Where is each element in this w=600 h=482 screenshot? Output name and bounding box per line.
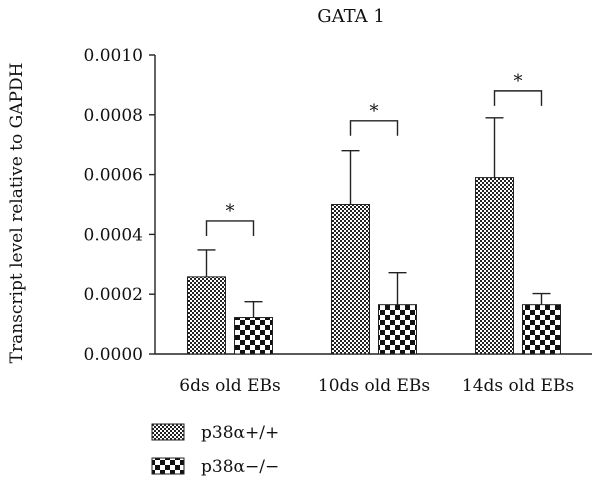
bar — [378, 304, 417, 355]
significance-brackets: * * * — [205, 71, 543, 236]
bar — [522, 304, 561, 355]
bar — [475, 177, 514, 355]
x-tick-labels: 6ds old EBs 10ds old EBs 14ds old EBs — [179, 376, 574, 396]
x-tick-label: 14ds old EBs — [462, 376, 574, 396]
x-tick-label: 6ds old EBs — [179, 376, 280, 396]
chart-title: GATA 1 — [317, 6, 385, 27]
y-axis-label: Transcript level relative to GAPDH — [7, 63, 27, 364]
y-tick-label: 0.0008 — [84, 106, 143, 126]
x-tick-label: 10ds old EBs — [318, 376, 430, 396]
significance-bracket — [493, 90, 543, 106]
bar — [234, 317, 273, 355]
legend-swatch-knockout — [151, 457, 185, 475]
legend-label-knockout: p38α−/− — [201, 457, 279, 477]
significance-bracket — [349, 120, 399, 136]
bar — [187, 276, 226, 355]
significance-bracket — [205, 220, 255, 236]
significance-star: * — [370, 101, 379, 122]
y-tick-label: 0.0010 — [84, 46, 143, 66]
legend-swatch-wildtype — [151, 423, 185, 441]
significance-star: * — [226, 201, 235, 222]
y-ticks: 0.0000 0.0002 0.0004 0.0006 0.0008 0.0010 — [84, 46, 155, 365]
y-tick-label: 0.0002 — [84, 285, 143, 305]
bars — [187, 177, 561, 355]
significance-star: * — [514, 71, 523, 92]
y-tick-label: 0.0000 — [84, 345, 143, 365]
error-bars — [197, 117, 551, 318]
y-tick-label: 0.0006 — [84, 166, 143, 186]
bar — [331, 204, 370, 355]
legend: p38α+/+ p38α−/− — [151, 423, 279, 477]
y-tick-label: 0.0004 — [84, 225, 143, 245]
legend-label-wildtype: p38α+/+ — [201, 423, 279, 443]
